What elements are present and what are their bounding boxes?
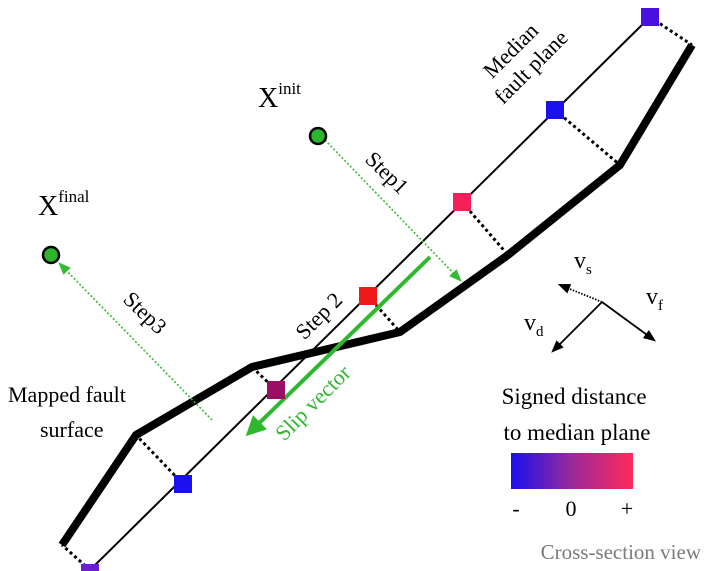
step3-arrow (58, 262, 213, 421)
marker-square-1 (641, 8, 659, 26)
scale-zero-label: 0 (566, 496, 577, 521)
x-init-label: Xinit (258, 79, 301, 114)
color-scale-bar (511, 453, 633, 489)
scale-plus-label: + (621, 496, 633, 521)
vs-arrow (557, 284, 603, 303)
vd-label: vd (524, 310, 544, 340)
step1-label: Step1 (360, 146, 413, 199)
step2-label: Step 2 (290, 287, 347, 344)
local-frame (551, 284, 657, 353)
vs-label: vs (574, 248, 592, 278)
x-init-point (308, 126, 328, 146)
marker-square-3 (453, 193, 471, 211)
mapped-fault-surface (58, 42, 696, 548)
marker-square-2 (546, 101, 564, 119)
median-plane-label: Median fault plane (471, 7, 573, 109)
marker-square-5 (267, 381, 285, 399)
mapped-surface-label: Mapped fault surface (8, 382, 131, 442)
x-final-label: Xfinal (38, 187, 90, 222)
scale-minus-label: - (512, 496, 519, 521)
connector-6 (134, 433, 185, 486)
slip-vector-arrow (245, 255, 432, 437)
step1-arrow (324, 139, 462, 282)
step3-label: Step3 (118, 286, 171, 339)
marker-square-4 (359, 287, 377, 305)
vf-label: vf (646, 284, 663, 314)
cross-section-caption: Cross-section view (541, 540, 702, 564)
connector-2 (554, 108, 621, 167)
marker-square-7 (81, 564, 99, 571)
distance-markers (81, 8, 659, 571)
marker-square-6 (174, 475, 192, 493)
x-final-point (41, 245, 61, 265)
legend-title: Signed distance to median plane (502, 384, 653, 445)
vf-arrow (601, 301, 657, 342)
vd-arrow (551, 301, 603, 353)
